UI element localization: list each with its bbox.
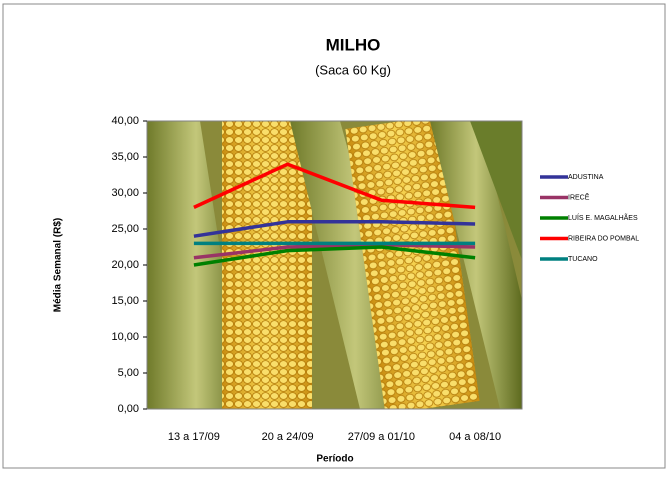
y-axis-title: Média Semanal (R$) (53, 218, 64, 312)
x-axis-title: Período (316, 454, 353, 465)
legend-label: TUCANO (568, 256, 598, 263)
series-line (193, 243, 476, 260)
y-tick-label: 40,00 (111, 115, 139, 127)
y-tick-label: 30,00 (111, 187, 139, 199)
legend-label: RIBEIRA DO POMBAL (568, 235, 639, 242)
x-tick-label: 13 a 17/09 (168, 431, 220, 443)
legend-label: ADUSTINA (568, 174, 604, 181)
x-tick-label: 04 a 08/10 (449, 431, 501, 443)
y-tick-label: 0,00 (118, 403, 139, 415)
chart-subtitle: (Saca 60 Kg) (315, 62, 391, 77)
x-tick-label: 20 a 24/09 (262, 431, 314, 443)
y-tick-label: 25,00 (111, 223, 139, 235)
series-line (193, 162, 476, 210)
legend-label: LUÍS E. MAGALHÃES (568, 213, 638, 222)
y-tick-label: 15,00 (111, 295, 139, 307)
y-tick-label: 5,00 (118, 367, 139, 379)
y-tick-label: 10,00 (111, 331, 139, 343)
series-line (193, 220, 476, 238)
y-tick-label: 20,00 (111, 259, 139, 271)
x-tick-label: 27/09 a 01/10 (348, 431, 415, 443)
legend-label: IRECÊ (568, 192, 590, 201)
chart-title: MILHO (326, 35, 381, 54)
series-line (193, 245, 476, 267)
y-tick-label: 35,00 (111, 151, 139, 163)
